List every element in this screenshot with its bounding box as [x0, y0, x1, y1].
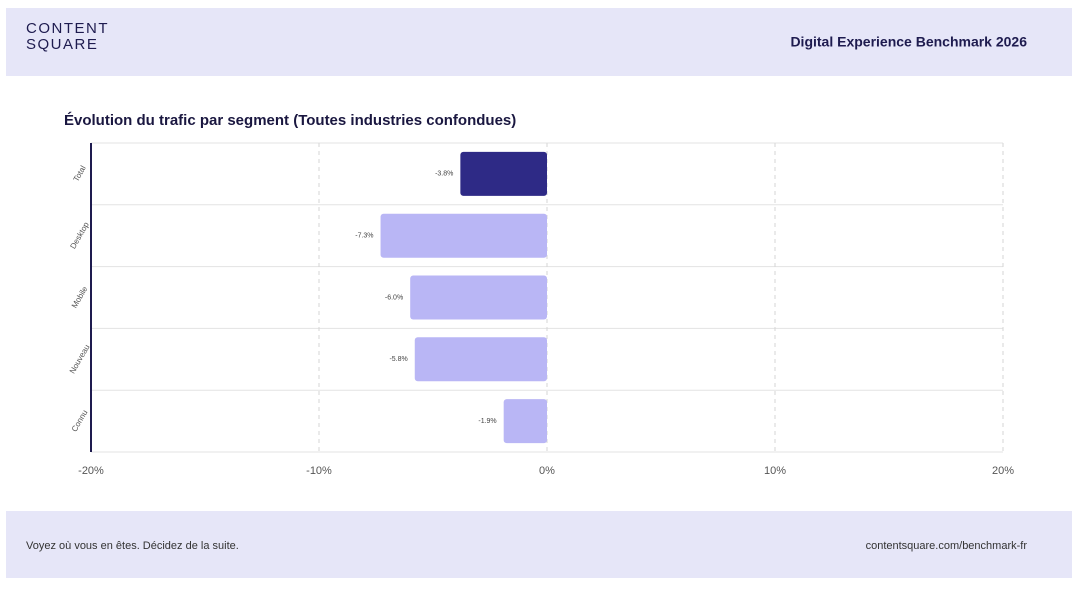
value-label: -1.9%: [478, 418, 496, 425]
value-label: -5.8%: [389, 356, 407, 363]
y-tick-label: Nouveau: [68, 343, 92, 375]
chart-title: Évolution du trafic par segment (Toutes …: [64, 112, 516, 129]
header-band: [6, 8, 1072, 76]
bar: [414, 337, 547, 382]
bar: [410, 275, 547, 320]
header-title: Digital Experience Benchmark 2026: [790, 34, 1027, 50]
value-label: -7.3%: [355, 233, 373, 240]
x-tick-label: 0%: [539, 465, 555, 477]
bar: [503, 399, 547, 444]
y-tick-label: Connu: [70, 408, 90, 433]
x-tick-label: 20%: [992, 465, 1014, 477]
bar: [380, 213, 547, 258]
bar: [460, 151, 547, 196]
x-tick-label: 10%: [764, 465, 786, 477]
value-label: -6.0%: [385, 294, 403, 301]
value-label: -3.8%: [435, 171, 453, 178]
footer-text: Voyez où vous en êtes. Décidez de la sui…: [26, 540, 239, 552]
y-tick-label: Mobile: [70, 284, 90, 309]
logo: SQUARE: [26, 36, 98, 53]
x-tick-label: -20%: [78, 465, 104, 477]
footer-link: contentsquare.com/benchmark-fr: [866, 540, 1028, 552]
logo: CONTENT: [26, 20, 109, 37]
y-tick-label: Total: [72, 164, 88, 183]
x-tick-label: -10%: [306, 465, 332, 477]
footer-band: [6, 511, 1072, 578]
y-tick-label: Desktop: [68, 220, 91, 250]
